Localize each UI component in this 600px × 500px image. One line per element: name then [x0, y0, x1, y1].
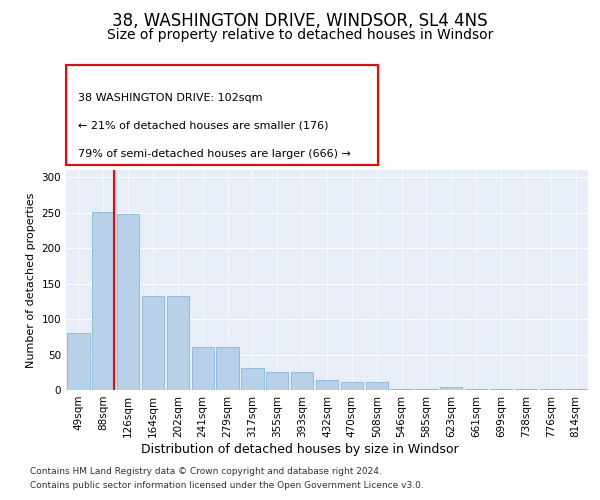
Bar: [316, 380, 338, 390]
Bar: [440, 387, 463, 390]
Bar: [67, 333, 89, 390]
Bar: [365, 382, 388, 390]
Bar: [465, 388, 487, 390]
Text: Size of property relative to detached houses in Windsor: Size of property relative to detached ho…: [107, 28, 493, 42]
Text: Distribution of detached houses by size in Windsor: Distribution of detached houses by size …: [141, 442, 459, 456]
Text: Contains public sector information licensed under the Open Government Licence v3: Contains public sector information licen…: [30, 481, 424, 490]
Bar: [291, 372, 313, 390]
Text: 38 WASHINGTON DRIVE: 102sqm: 38 WASHINGTON DRIVE: 102sqm: [79, 93, 263, 103]
Bar: [217, 348, 239, 390]
Text: 79% of semi-detached houses are larger (666) →: 79% of semi-detached houses are larger (…: [79, 149, 352, 159]
Bar: [117, 214, 139, 390]
Bar: [515, 388, 537, 390]
Bar: [241, 368, 263, 390]
Text: 38, WASHINGTON DRIVE, WINDSOR, SL4 4NS: 38, WASHINGTON DRIVE, WINDSOR, SL4 4NS: [112, 12, 488, 30]
Bar: [565, 388, 587, 390]
Y-axis label: Number of detached properties: Number of detached properties: [26, 192, 36, 368]
Bar: [341, 382, 363, 390]
Bar: [191, 348, 214, 390]
Text: ← 21% of detached houses are smaller (176): ← 21% of detached houses are smaller (17…: [79, 121, 329, 131]
Text: Contains HM Land Registry data © Crown copyright and database right 2024.: Contains HM Land Registry data © Crown c…: [30, 468, 382, 476]
Bar: [142, 296, 164, 390]
Bar: [539, 388, 562, 390]
Bar: [266, 372, 289, 390]
Bar: [415, 388, 437, 390]
Bar: [391, 388, 413, 390]
Bar: [167, 296, 189, 390]
Bar: [92, 212, 115, 390]
